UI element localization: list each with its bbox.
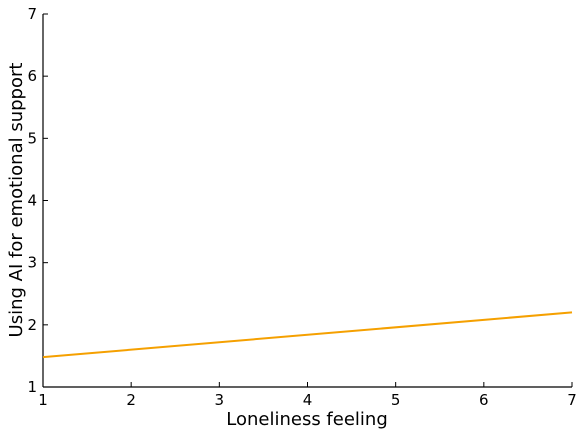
axes bbox=[42, 14, 572, 388]
plot-area bbox=[42, 311, 573, 359]
x-tick-label: 5 bbox=[391, 391, 401, 409]
x-tick-label: 3 bbox=[215, 391, 225, 409]
ticks: 1 2 3 4 5 6 7 1 2 3 4 5 6 7 bbox=[27, 5, 576, 409]
x-tick-label: 7 bbox=[567, 391, 577, 409]
y-axis-label: Using AI for emotional support bbox=[6, 63, 27, 338]
x-axis-label: Loneliness feeling bbox=[226, 409, 388, 430]
x-tick-label: 6 bbox=[479, 391, 489, 409]
y-tick-label: 2 bbox=[27, 316, 37, 334]
x-tick-label: 1 bbox=[38, 391, 48, 409]
y-tick-label: 7 bbox=[27, 5, 37, 23]
y-tick-label: 5 bbox=[27, 129, 37, 147]
x-tick-label: 4 bbox=[303, 391, 313, 409]
x-tick-label: 2 bbox=[126, 391, 136, 409]
y-tick-label: 3 bbox=[27, 254, 37, 272]
y-tick-label: 6 bbox=[27, 67, 37, 85]
regression-line bbox=[42, 311, 573, 359]
y-tick-label: 1 bbox=[27, 378, 37, 396]
y-tick-label: 4 bbox=[27, 192, 37, 210]
